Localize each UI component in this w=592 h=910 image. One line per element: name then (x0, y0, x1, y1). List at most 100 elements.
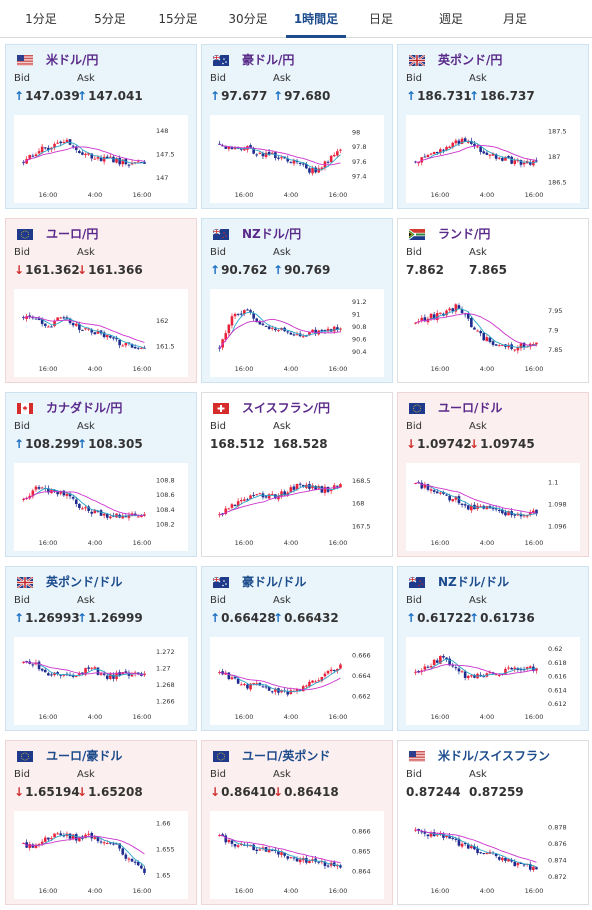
candle-body (255, 494, 259, 496)
currency-pair-link[interactable]: 英ポンド/ドル (46, 575, 123, 589)
candle-body (71, 496, 75, 499)
tab-1[interactable]: 5分足 (94, 12, 126, 26)
currency-pair-link[interactable]: NZドル/ドル (438, 575, 510, 589)
candlestick-chart[interactable]: 7.95 7.9 7.85 16:00 4:00 16:00 (406, 289, 580, 377)
candlestick-chart[interactable]: 91.2 91 90.8 90.6 90.4 16:00 4:00 16:00 (210, 289, 384, 377)
candlestick-chart[interactable]: 187.5 187 186.5 16:00 4:00 16:00 (406, 115, 580, 203)
candle-body (124, 343, 128, 346)
rate-card[interactable]: 豪ドル/ドル Bid Ask ↑0.66428 ↑0.66432 0.666 0.664 0.… (201, 566, 393, 731)
x-tick-label: 16:00 (329, 365, 348, 373)
candle-body (491, 153, 495, 156)
rate-card[interactable]: 米ドル/円 Bid Ask ↑147.039 ↑147.041 148 147.5 147 16… (5, 44, 197, 209)
candle-body (317, 680, 321, 682)
currency-pair-link[interactable]: ユーロ/円 (46, 227, 99, 241)
rate-card[interactable]: ユーロ/英ポンド Bid Ask ↓0.86410 ↓0.86418 0.866 0.865… (201, 740, 393, 905)
y-tick-label: 7.85 (548, 346, 562, 354)
candle-body (439, 149, 442, 153)
candlestick-chart[interactable]: 162 161.5 16:00 4:00 16:00 (14, 289, 188, 377)
x-tick-label: 16:00 (39, 713, 58, 721)
x-tick-label: 16:00 (329, 713, 348, 721)
currency-pair-link[interactable]: カナダドル/円 (46, 401, 123, 415)
rate-card[interactable]: NZドル/ドル Bid Ask ↑0.61722 ↑0.61736 0.62 0.618 0.… (397, 566, 589, 731)
currency-pair-link[interactable]: ユーロ/ドル (438, 401, 503, 415)
candle-body (127, 164, 131, 166)
candle-body (414, 322, 417, 324)
candlestick-chart[interactable]: 0.866 0.865 0.864 16:00 4:00 16:00 (210, 811, 384, 899)
candle-body (286, 331, 290, 333)
candle-body (448, 658, 451, 666)
ask-value-text: 1.65208 (88, 785, 143, 799)
tab-4[interactable]: 1時間足 (286, 0, 346, 38)
rate-card[interactable]: ユーロ/豪ドル Bid Ask ↓1.65194 ↓1.65208 1.66 1.655 1.… (5, 740, 197, 905)
rate-card[interactable]: 英ポンド/円 Bid Ask ↑186.731 ↑186.737 187.5 187 186.… (397, 44, 589, 209)
candle-body (448, 146, 451, 149)
candle-body (252, 313, 255, 319)
tab-0[interactable]: 1分足 (25, 12, 57, 26)
candle-body (535, 867, 538, 870)
rate-card[interactable]: ランド/円 Bid Ask 7.862 7.865 7.95 7.9 7.85 16:00 4:0… (397, 218, 589, 383)
moving-average-long (415, 664, 537, 676)
y-tick-label: 90.6 (352, 336, 366, 344)
currency-pair-link[interactable]: 英ポンド/円 (438, 53, 503, 67)
rate-card[interactable]: カナダドル/円 Bid Ask ↑108.299 ↑108.305 108.8 108.6 1… (5, 392, 197, 557)
candlestick-chart[interactable]: 108.8 108.6 108.4 108.2 16:00 4:00 16:00 (14, 463, 188, 551)
candle-body (43, 669, 47, 673)
ask-value: 168.528 (273, 437, 328, 451)
tab-6[interactable]: 週足 (438, 12, 463, 26)
currency-pair-link[interactable]: 豪ドル/ドル (242, 575, 307, 589)
candle-body (280, 491, 283, 497)
candle-body (339, 664, 342, 669)
candle-body (323, 673, 327, 677)
rate-card[interactable]: 米ドル/スイスフラン Bid Ask 0.87244 0.87259 0.878 0.876… (397, 740, 589, 905)
candle-body (513, 861, 517, 867)
bid-value: 0.87244 (406, 785, 461, 799)
candle-body (445, 657, 448, 660)
tab-2[interactable]: 15分足 (158, 12, 198, 26)
candle-body (466, 675, 470, 678)
tab-5[interactable]: 日足 (368, 12, 393, 26)
rate-card[interactable]: 豪ドル/円 Bid Ask ↑97.677 ↑97.680 98 97.8 97.6 97.4 1… (201, 44, 393, 209)
candle-body (485, 853, 489, 855)
candlestick-chart[interactable]: 1.1 1.098 1.096 16:00 4:00 16:00 (406, 463, 580, 551)
candle-body (497, 674, 501, 676)
candle-body (31, 155, 35, 157)
y-tick-label: 0.662 (352, 692, 371, 700)
currency-pair-link[interactable]: ユーロ/豪ドル (46, 749, 123, 763)
candlestick-chart[interactable]: 0.666 0.664 0.662 16:00 4:00 16:00 (210, 637, 384, 725)
rate-card[interactable]: NZドル/円 Bid Ask ↑90.762 ↑90.769 91.2 91 90.8 90.6… (201, 218, 393, 383)
currency-pair-link[interactable]: NZドル/円 (242, 227, 302, 241)
tab-3[interactable]: 30分足 (228, 12, 268, 26)
rate-card[interactable]: スイスフラン/円 Bid Ask 168.512 168.528 168.5 168 167.… (201, 392, 393, 557)
candlestick-chart[interactable]: 98 97.8 97.6 97.4 16:00 4:00 16:00 (210, 115, 384, 203)
candlestick-chart[interactable]: 1.272 1.27 1.268 1.266 16:00 4:00 16:00 (14, 637, 188, 725)
rate-card[interactable]: ユーロ/ドル Bid Ask ↓1.09742 ↓1.09745 1.1 1.098 1.09… (397, 392, 589, 557)
currency-pair-link[interactable]: 米ドル/円 (46, 53, 99, 67)
y-tick-label: 108.4 (156, 506, 175, 514)
candlestick-chart[interactable]: 168.5 168 167.5 16:00 4:00 16:00 (210, 463, 384, 551)
rate-card[interactable]: 英ポンド/ドル Bid Ask ↑1.26993 ↑1.26999 1.272 1.27 1.… (5, 566, 197, 731)
candle-body (311, 167, 314, 174)
candlestick-chart[interactable]: 148 147.5 147 16:00 4:00 16:00 (14, 115, 188, 203)
candle-body (230, 504, 234, 508)
currency-pair-link[interactable]: スイスフラン/円 (242, 401, 331, 415)
x-tick-label: 16:00 (235, 539, 254, 547)
currency-pair-link[interactable]: ユーロ/英ポンド (242, 749, 331, 763)
tab-7[interactable]: 月足 (502, 12, 527, 26)
currency-pair-link[interactable]: ランド/円 (438, 227, 491, 241)
candle-body (485, 152, 489, 155)
rate-card[interactable]: ユーロ/円 Bid Ask ↓161.362 ↓161.366 162 161.5 16:00… (5, 218, 197, 383)
candlestick-chart[interactable]: 0.62 0.618 0.616 0.614 0.612 16:00 4:00 16:00 (406, 637, 580, 725)
currency-pair-link[interactable]: 豪ドル/円 (242, 53, 295, 67)
candle-body (47, 488, 50, 493)
ca-flag-icon (17, 403, 33, 414)
candle-body (133, 346, 137, 349)
candle-body (311, 680, 314, 683)
candle-body (528, 666, 532, 668)
candlestick-chart[interactable]: 0.878 0.876 0.874 0.872 16:00 4:00 16:00 (406, 811, 580, 899)
currency-pair-link[interactable]: 米ドル/スイスフラン (438, 749, 551, 763)
chart-svg: 0.62 0.618 0.616 0.614 0.612 16:00 4:00 16:00 (414, 645, 567, 721)
candle-body (516, 862, 520, 866)
candlestick-chart[interactable]: 1.66 1.655 1.65 16:00 4:00 16:00 (14, 811, 188, 899)
candle-body (243, 683, 246, 685)
candle-body (74, 146, 78, 150)
